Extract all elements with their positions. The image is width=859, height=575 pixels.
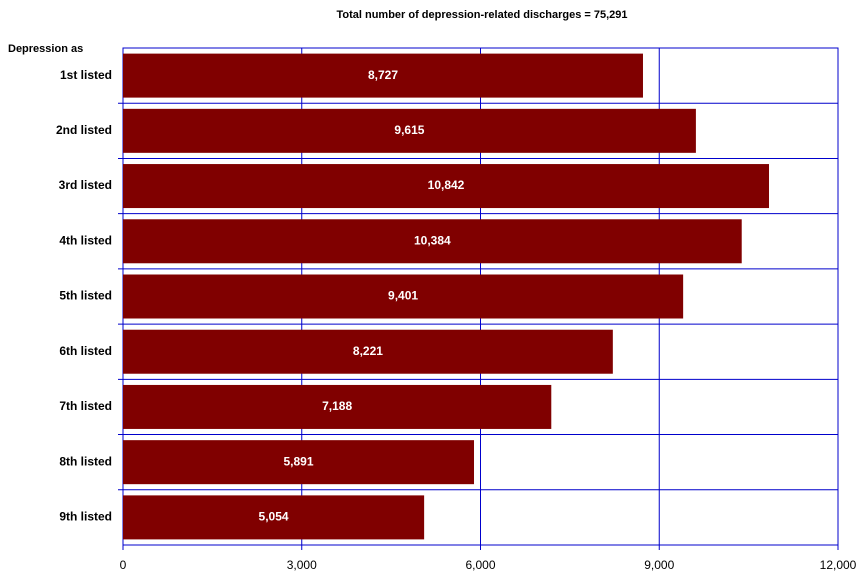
- bar: [123, 495, 425, 540]
- y-tick-label: 3rd listed: [59, 178, 112, 192]
- bar: [123, 384, 552, 429]
- y-axis-label: Depression as: [8, 43, 83, 55]
- bar: [123, 53, 643, 98]
- x-tick-label: 6,000: [465, 558, 495, 572]
- bar: [123, 329, 613, 374]
- value-label: 10,384: [414, 233, 451, 247]
- value-label: 9,615: [394, 123, 424, 137]
- value-label: 5,054: [259, 510, 289, 524]
- x-tick-label: 0: [120, 558, 127, 572]
- value-label: 7,188: [322, 399, 352, 413]
- bar: [123, 274, 684, 319]
- y-tick-label: 5th listed: [59, 289, 112, 303]
- y-tick-label: 8th listed: [59, 454, 112, 468]
- y-tick-label: 7th listed: [59, 399, 112, 413]
- x-tick-label: 3,000: [287, 558, 317, 572]
- bar: [123, 108, 696, 153]
- bar: [123, 440, 475, 485]
- value-label: 9,401: [388, 289, 418, 303]
- y-tick-label: 2nd listed: [56, 123, 112, 137]
- value-label: 8,221: [353, 344, 383, 358]
- y-tick-label: 9th listed: [59, 510, 112, 524]
- x-tick-label: 12,000: [820, 558, 857, 572]
- y-tick-label: 6th listed: [59, 344, 112, 358]
- y-tick-label: 1st listed: [60, 68, 112, 82]
- x-tick-label: 9,000: [644, 558, 674, 572]
- value-label: 10,842: [428, 178, 465, 192]
- chart-title: Total number of depression-related disch…: [336, 9, 627, 21]
- bar: [123, 164, 770, 209]
- bar: [123, 219, 742, 264]
- value-label: 8,727: [368, 68, 398, 82]
- value-label: 5,891: [283, 454, 313, 468]
- y-tick-label: 4th listed: [59, 233, 112, 247]
